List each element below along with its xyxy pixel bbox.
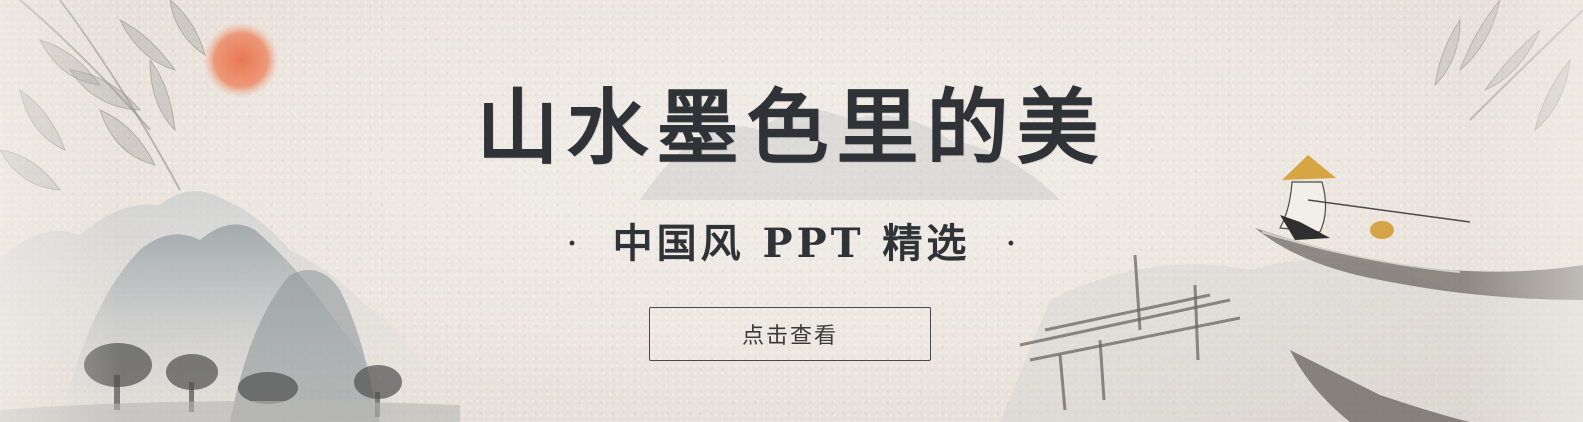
subtitle-row: · 中国风 PPT 精选 · (0, 214, 1583, 274)
distant-mountains-icon (640, 109, 1583, 422)
wooden-dock-icon (1019, 254, 1241, 411)
separator-dot-left: · (567, 229, 577, 259)
view-button[interactable]: 点击查看 (649, 307, 931, 361)
separator-dot-right: · (1006, 229, 1016, 259)
red-sun-icon (203, 22, 279, 98)
banner-title: 山水墨色里的美 (476, 80, 1107, 176)
banner-subtitle: 中国风 PPT 精选 (612, 220, 971, 267)
